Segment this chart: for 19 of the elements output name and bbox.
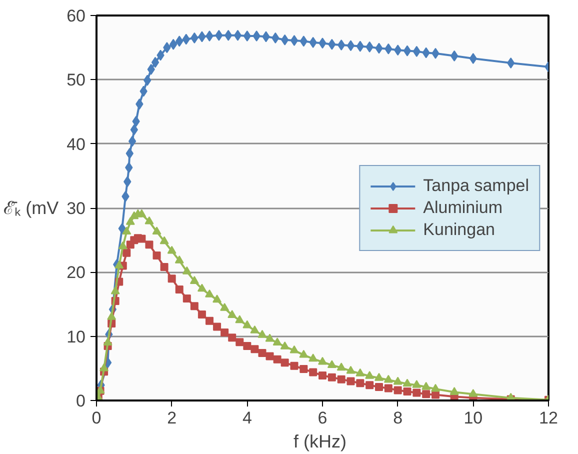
y-tick-label: 20	[66, 263, 86, 282]
x-tick-label: 8	[393, 408, 403, 428]
x-tick-label: 0	[92, 408, 102, 428]
x-tick-label: 12	[539, 408, 558, 428]
y-tick-label: 0	[76, 392, 86, 410]
y-tick-label: 40	[66, 134, 86, 154]
x-axis-title: f (kHz)	[294, 432, 347, 452]
legend-label: Aluminium	[423, 198, 503, 218]
legend-label: Kuningan	[423, 220, 495, 240]
x-tick-label: 10	[464, 408, 483, 428]
y-tick-label: 60	[66, 6, 86, 26]
x-tick-label: 2	[167, 408, 177, 428]
x-tick-label: 4	[242, 408, 252, 428]
y-axis-title: ℰ̄ₖ (mV	[4, 198, 59, 218]
y-tick-label: 50	[66, 70, 86, 90]
x-tick-label: 6	[318, 408, 328, 428]
y-tick-label: 30	[66, 199, 86, 218]
y-tick-label: 10	[66, 327, 86, 346]
legend-label: Tanpa sampel	[423, 176, 529, 196]
